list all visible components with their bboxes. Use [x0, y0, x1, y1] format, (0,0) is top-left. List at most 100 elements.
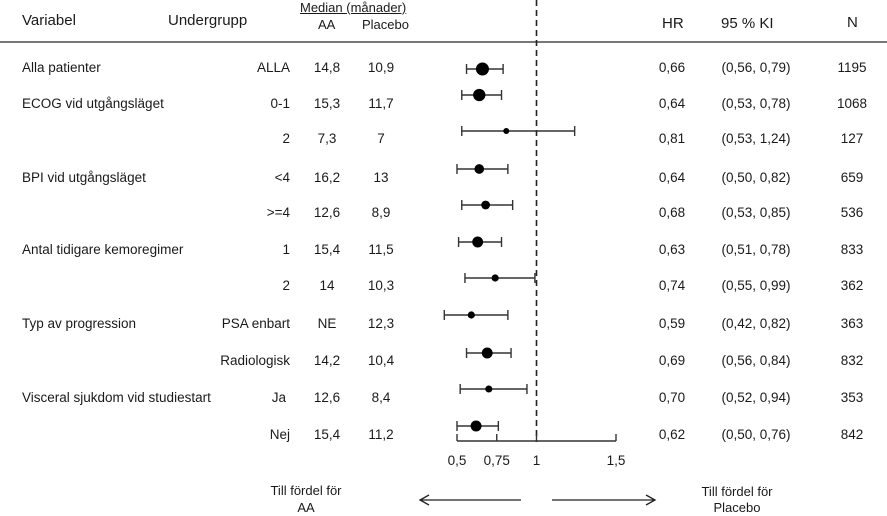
row-median-placebo: 11,2: [368, 427, 394, 442]
row-subgroup: 2: [282, 131, 290, 146]
hr-point: [481, 347, 493, 359]
row-hr: 0,59: [658, 316, 686, 331]
x-tick-label: 0,75: [483, 453, 510, 468]
hr-point: [474, 164, 485, 174]
row-ci: (0,53, 0,85): [721, 205, 791, 220]
hr-point: [491, 274, 499, 282]
row-hr: 0,64: [658, 170, 686, 185]
row-n: 1195: [837, 60, 867, 75]
row-ci: (0,56, 0,79): [721, 60, 791, 75]
row-median-placebo: 11,7: [368, 96, 394, 111]
row-subgroup: Ja: [271, 390, 286, 405]
row-median-aa: 14: [319, 278, 335, 293]
hr-point: [473, 88, 486, 102]
row-n: 1068: [836, 96, 868, 111]
row-ci: (0,56, 0,84): [721, 353, 791, 368]
row-subgroup: PSA enbart: [221, 316, 290, 331]
row-n: 659: [840, 170, 864, 185]
row-median-aa: 12,6: [313, 205, 341, 220]
row-ci: (0,53, 0,78): [721, 96, 791, 111]
row-n: 833: [840, 242, 864, 257]
row-ci: (0,53, 1,24): [721, 131, 791, 146]
row-ci: (0,50, 0,82): [721, 170, 791, 185]
row-median-aa: 14,2: [313, 353, 341, 368]
row-subgroup: 0-1: [270, 96, 290, 111]
row-median-aa: 15,3: [313, 96, 341, 111]
header-aa: AA: [318, 17, 336, 32]
favor-aa-line1: Till fördel för: [270, 483, 342, 498]
row-median-placebo: 7: [377, 131, 385, 146]
favor-placebo-line1: Till fördel för: [701, 484, 773, 499]
hr-point: [481, 200, 490, 210]
row-hr: 0,68: [658, 205, 686, 220]
header-variabel: Variabel: [22, 12, 76, 29]
hr-point: [475, 62, 489, 76]
arrow-left-head: [418, 494, 430, 506]
row-ci: (0,42, 0,82): [721, 316, 791, 331]
row-median-placebo: 10,9: [367, 60, 395, 75]
row-ci: (0,52, 0,94): [721, 390, 791, 405]
row-hr: 0,74: [658, 278, 686, 293]
favor-placebo-line2: Placebo: [713, 500, 761, 515]
row-hr: 0,66: [658, 60, 686, 75]
row-variable: Typ av progression: [22, 316, 137, 331]
row-subgroup: Nej: [269, 427, 290, 442]
row-median-aa: NE: [317, 316, 337, 331]
hr-point: [472, 236, 484, 248]
header-median-group: Median (månader): [300, 0, 407, 15]
header-ci: 95 % KI: [721, 15, 774, 32]
row-n: 832: [840, 353, 864, 368]
row-median-aa: 16,2: [313, 170, 341, 185]
hr-point: [503, 128, 510, 134]
row-n: 362: [840, 278, 864, 293]
row-subgroup: Radiologisk: [220, 353, 290, 368]
row-n: 353: [840, 390, 864, 405]
row-hr: 0,64: [658, 96, 686, 111]
row-hr: 0,70: [658, 390, 686, 405]
row-variable: Antal tidigare kemoregimer: [22, 242, 184, 257]
x-tick-label: 1: [532, 453, 541, 468]
hr-point: [470, 420, 482, 432]
row-ci: (0,50, 0,76): [721, 427, 791, 442]
row-median-placebo: 8,9: [371, 205, 391, 220]
arrow-right-head: [645, 494, 657, 506]
row-n: 536: [840, 205, 864, 220]
row-subgroup: <4: [274, 170, 290, 185]
row-hr: 0,81: [658, 131, 686, 146]
hr-point: [485, 385, 493, 393]
row-hr: 0,63: [658, 242, 686, 257]
row-variable: Alla patienter: [22, 60, 101, 75]
row-subgroup: 2: [282, 278, 290, 293]
row-ci: (0,51, 0,78): [721, 242, 791, 257]
row-n: 363: [840, 316, 864, 331]
row-subgroup: ALLA: [256, 60, 290, 75]
row-subgroup: 1: [282, 242, 290, 257]
x-tick-label: 1,5: [606, 453, 626, 468]
row-subgroup: >=4: [266, 205, 290, 220]
row-hr: 0,69: [658, 353, 686, 368]
row-ci: (0,55, 0,99): [721, 278, 791, 293]
row-median-aa: 7,3: [317, 131, 337, 146]
header-placebo: Placebo: [362, 17, 409, 32]
x-tick-label: 0,5: [447, 453, 467, 468]
favor-aa-label: Till fördel för AA: [256, 482, 356, 516]
hr-point: [467, 311, 475, 319]
favor-placebo-label: Till fördel för Placebo: [685, 484, 789, 516]
row-median-placebo: 13: [373, 170, 389, 185]
header-hr: HR: [662, 15, 684, 32]
header-undergrupp: Undergrupp: [168, 12, 248, 29]
row-median-placebo: 10,3: [367, 278, 395, 293]
row-median-placebo: 8,4: [371, 390, 391, 405]
row-n: 127: [840, 131, 864, 146]
row-median-placebo: 11,5: [368, 242, 394, 257]
row-hr: 0,62: [658, 427, 686, 442]
row-median-aa: 15,4: [313, 427, 341, 442]
header-divider: [0, 41, 887, 43]
row-n: 842: [840, 427, 864, 442]
row-median-aa: 15,4: [313, 242, 341, 257]
row-variable: BPI vid utgångsläget: [22, 170, 146, 185]
row-median-aa: 14,8: [313, 60, 341, 75]
row-variable: ECOG vid utgångsläget: [22, 96, 164, 111]
row-median-aa: 12,6: [313, 390, 341, 405]
